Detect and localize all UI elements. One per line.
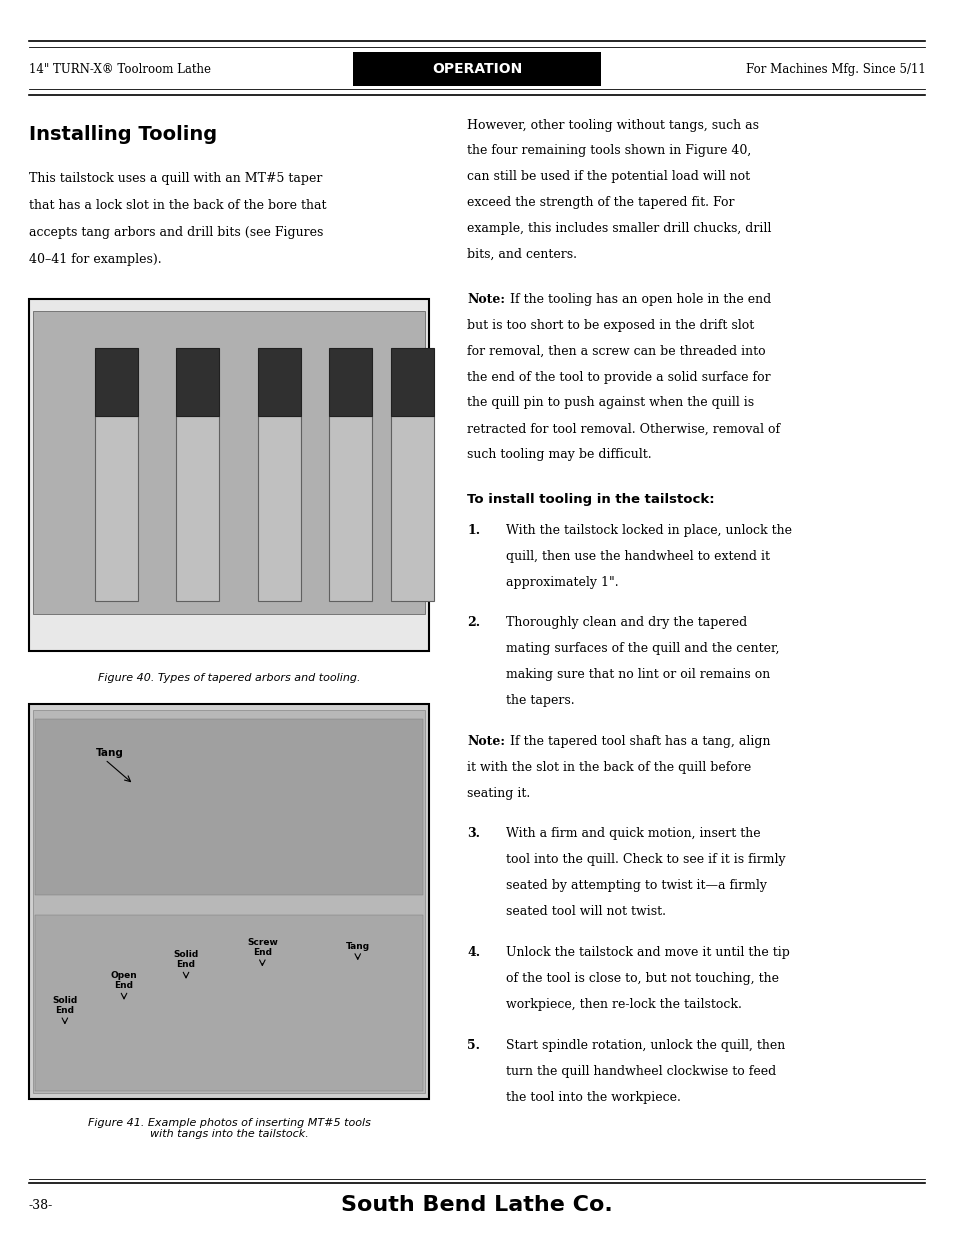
Text: Tang: Tang (345, 942, 370, 951)
Text: workpiece, then re-lock the tailstock.: workpiece, then re-lock the tailstock. (505, 998, 740, 1011)
Text: bits, and centers.: bits, and centers. (467, 248, 577, 262)
Text: the tool into the workpiece.: the tool into the workpiece. (505, 1091, 679, 1104)
Bar (35, 915, 422, 1091)
Text: Start spindle rotation, unlock the quill, then: Start spindle rotation, unlock the quill… (505, 1039, 784, 1052)
Text: turn the quill handwheel clockwise to feed: turn the quill handwheel clockwise to fe… (505, 1065, 775, 1078)
Text: example, this includes smaller drill chucks, drill: example, this includes smaller drill chu… (467, 222, 771, 236)
FancyBboxPatch shape (29, 704, 429, 1099)
Text: Figure 41. Example photos of inserting MT#5 tools
with tangs into the tailstock.: Figure 41. Example photos of inserting M… (88, 1118, 370, 1139)
Text: 5.: 5. (467, 1039, 480, 1052)
Text: If the tooling has an open hole in the end: If the tooling has an open hole in the e… (505, 293, 770, 306)
Bar (35, 720, 422, 895)
Text: seated tool will not twist.: seated tool will not twist. (505, 905, 665, 919)
Text: for removal, then a screw can be threaded into: for removal, then a screw can be threade… (467, 345, 765, 358)
Text: Installing Tooling: Installing Tooling (29, 125, 216, 143)
Text: Note:: Note: (467, 293, 505, 306)
Text: making sure that no lint or oil remains on: making sure that no lint or oil remains … (505, 668, 769, 682)
Text: the four remaining tools shown in Figure 40,: the four remaining tools shown in Figure… (467, 144, 751, 158)
Text: However, other tooling without tangs, such as: However, other tooling without tangs, su… (467, 119, 759, 132)
Text: can still be used if the potential load will not: can still be used if the potential load … (467, 170, 750, 184)
Text: exceed the strength of the tapered fit. For: exceed the strength of the tapered fit. … (467, 196, 734, 210)
Text: Tang: Tang (95, 748, 123, 758)
Text: 3.: 3. (467, 827, 480, 841)
Text: Figure 40. Types of tapered arbors and tooling.: Figure 40. Types of tapered arbors and t… (97, 673, 360, 683)
Text: mating surfaces of the quill and the center,: mating surfaces of the quill and the cen… (505, 642, 779, 656)
Text: With a firm and quick motion, insert the: With a firm and quick motion, insert the (505, 827, 760, 841)
Text: OPERATION: OPERATION (432, 62, 521, 77)
Text: quill, then use the handwheel to extend it: quill, then use the handwheel to extend … (505, 550, 769, 563)
Bar (257, 416, 300, 601)
Bar (391, 416, 434, 601)
Text: the tapers.: the tapers. (505, 694, 574, 708)
Bar (95, 348, 138, 416)
Text: such tooling may be difficult.: such tooling may be difficult. (467, 448, 652, 462)
Text: the quill pin to push against when the quill is: the quill pin to push against when the q… (467, 396, 754, 410)
Bar (329, 416, 372, 601)
Text: accepts tang arbors and drill bits (see Figures: accepts tang arbors and drill bits (see … (29, 226, 323, 240)
FancyBboxPatch shape (29, 299, 429, 651)
Text: With the tailstock locked in place, unlock the: With the tailstock locked in place, unlo… (505, 524, 791, 537)
Text: 40–41 for examples).: 40–41 for examples). (29, 253, 161, 267)
Bar (176, 348, 219, 416)
Text: 4.: 4. (467, 946, 480, 960)
Text: 1.: 1. (467, 524, 480, 537)
Text: Open
End: Open End (111, 971, 137, 990)
Text: the end of the tool to provide a solid surface for: the end of the tool to provide a solid s… (467, 370, 770, 384)
Text: retracted for tool removal. Otherwise, removal of: retracted for tool removal. Otherwise, r… (467, 422, 780, 436)
Text: tool into the quill. Check to see if it is firmly: tool into the quill. Check to see if it … (505, 853, 784, 867)
Bar (391, 348, 434, 416)
Text: approximately 1".: approximately 1". (505, 576, 618, 589)
Text: Screw
End: Screw End (247, 937, 277, 957)
Text: it with the slot in the back of the quill before: it with the slot in the back of the quil… (467, 761, 751, 774)
Bar (257, 348, 300, 416)
Text: Unlock the tailstock and move it until the tip: Unlock the tailstock and move it until t… (505, 946, 789, 960)
Text: seating it.: seating it. (467, 787, 530, 800)
Bar (95, 416, 138, 601)
Text: but is too short to be exposed in the drift slot: but is too short to be exposed in the dr… (467, 319, 754, 332)
Text: South Bend Lathe Co.: South Bend Lathe Co. (341, 1195, 612, 1215)
Text: For Machines Mfg. Since 5/11: For Machines Mfg. Since 5/11 (745, 63, 924, 75)
Bar (33, 710, 424, 1093)
Text: This tailstock uses a quill with an MT#5 taper: This tailstock uses a quill with an MT#5… (29, 172, 322, 185)
Text: 14" TURN-X® Toolroom Lathe: 14" TURN-X® Toolroom Lathe (29, 63, 211, 75)
Bar (329, 348, 372, 416)
Text: 2.: 2. (467, 616, 480, 630)
Text: To install tooling in the tailstock:: To install tooling in the tailstock: (467, 493, 715, 506)
Text: Solid
End: Solid End (173, 950, 198, 969)
Bar (353, 52, 600, 86)
Text: -38-: -38- (29, 1199, 52, 1212)
Text: If the tapered tool shaft has a tang, align: If the tapered tool shaft has a tang, al… (505, 735, 769, 748)
Text: that has a lock slot in the back of the bore that: that has a lock slot in the back of the … (29, 199, 326, 212)
Bar (33, 311, 424, 614)
Text: of the tool is close to, but not touching, the: of the tool is close to, but not touchin… (505, 972, 778, 986)
Bar (176, 416, 219, 601)
Text: Solid
End: Solid End (52, 995, 77, 1015)
Text: Thoroughly clean and dry the tapered: Thoroughly clean and dry the tapered (505, 616, 746, 630)
Text: Note:: Note: (467, 735, 505, 748)
Text: seated by attempting to twist it—a firmly: seated by attempting to twist it—a firml… (505, 879, 766, 893)
